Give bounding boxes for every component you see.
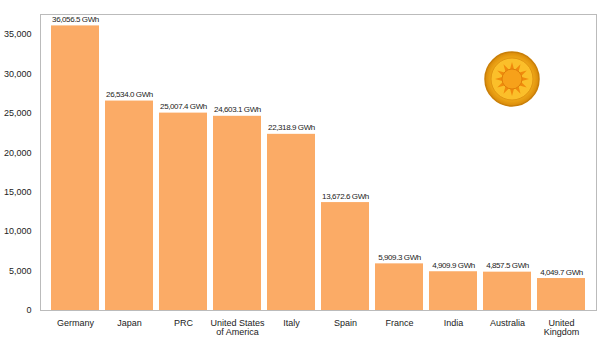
svg-text:15,000: 15,000 (4, 187, 32, 197)
svg-text:PRC: PRC (174, 318, 194, 328)
svg-text:25,007.4 GWh: 25,007.4 GWh (160, 102, 207, 111)
svg-text:Japan: Japan (117, 318, 142, 328)
svg-text:5,000: 5,000 (9, 266, 32, 276)
svg-text:Germany: Germany (57, 318, 95, 328)
svg-text:10,000: 10,000 (4, 226, 32, 236)
svg-text:35,000: 35,000 (4, 29, 32, 39)
svg-text:24,603.1 GWh: 24,603.1 GWh (214, 105, 261, 114)
svg-text:20,000: 20,000 (4, 148, 32, 158)
svg-text:4,909.9 GWh: 4,909.9 GWh (432, 261, 475, 270)
svg-text:5,909.3 GWh: 5,909.3 GWh (378, 253, 421, 262)
svg-text:United Statesof America: United Statesof America (210, 318, 265, 337)
svg-text:France: France (385, 318, 413, 328)
svg-text:30,000: 30,000 (4, 69, 32, 79)
svg-text:India: India (444, 318, 464, 328)
svg-text:Italy: Italy (283, 318, 300, 328)
svg-text:Australia: Australia (490, 318, 525, 328)
svg-text:26,534.0 GWh: 26,534.0 GWh (106, 90, 153, 99)
svg-text:4,857.5 GWh: 4,857.5 GWh (486, 261, 529, 270)
svg-text:UnitedKingdom: UnitedKingdom (544, 318, 580, 337)
svg-text:22,318.9 GWh: 22,318.9 GWh (268, 123, 315, 132)
svg-text:13,672.6 GWh: 13,672.6 GWh (322, 192, 369, 201)
svg-text:36,056.5 GWh: 36,056.5 GWh (52, 15, 99, 24)
svg-text:Spain: Spain (334, 318, 357, 328)
svg-text:4,049.7 GWh: 4,049.7 GWh (540, 268, 583, 277)
svg-text:25,000: 25,000 (4, 108, 32, 118)
svg-text:0: 0 (26, 305, 31, 315)
